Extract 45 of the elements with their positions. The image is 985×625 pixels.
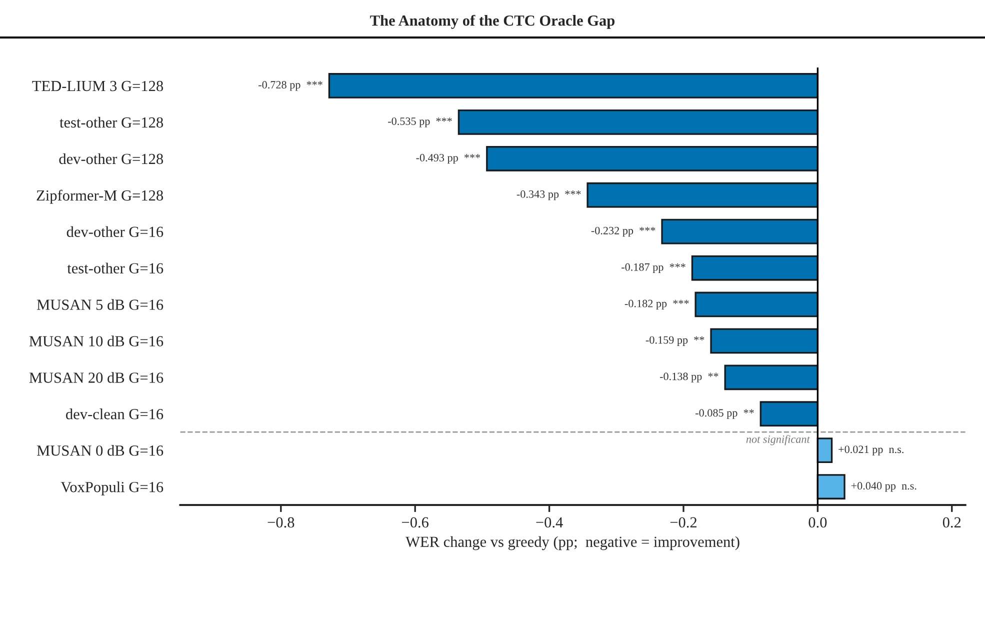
data-label: -0.493 pp *** [416, 154, 480, 164]
data-label: -0.159 pp ** [646, 336, 704, 346]
bar [816, 438, 833, 463]
y-tick-label: dev-clean G=16 [66, 408, 164, 420]
y-tick-label: MUSAN 0 dB G=16 [36, 445, 164, 456]
data-label: -0.535 pp *** [388, 117, 452, 128]
data-label: -0.187 pp *** [622, 263, 686, 274]
data-label: -0.232 pp *** [591, 226, 656, 237]
data-label: -0.182 pp *** [624, 300, 689, 310]
bar [586, 182, 819, 208]
bar [694, 292, 819, 318]
bar [816, 474, 846, 500]
y-tick-label: VoxPopuli G=16 [60, 481, 164, 496]
bar [486, 146, 819, 172]
y-tick-label: dev-other G=128 [59, 153, 164, 164]
y-tick-label: MUSAN 5 dB G=16 [36, 299, 164, 310]
x-tick-label: −0.4 [536, 517, 563, 528]
y-tick-label: Zipformer-M G=128 [36, 190, 164, 204]
y-tick-label: TED-LIUM 3 G=128 [32, 80, 164, 92]
data-label: -0.085 pp ** [696, 409, 754, 419]
x-tick-label: 0.2 [942, 517, 961, 528]
data-label: -0.728 pp *** [258, 81, 322, 91]
y-tick-label: dev-other G=16 [66, 226, 164, 238]
bar [691, 255, 819, 281]
data-label: -0.343 pp *** [516, 190, 581, 200]
y-tick-label: MUSAN 10 dB G=16 [29, 336, 164, 346]
x-tick-label: 0.0 [808, 517, 827, 528]
bar [458, 110, 819, 135]
bar [328, 73, 819, 98]
bar [760, 401, 819, 427]
x-tick-label: −0.8 [268, 517, 294, 528]
y-tick-label: test-other G=16 [67, 262, 164, 274]
bar [710, 328, 819, 354]
bar [724, 364, 819, 390]
x-axis-title: WER change vs greedy (pp; negative = improvement) [406, 536, 740, 550]
data-label: -0.138 pp ** [660, 372, 718, 382]
data-label: +0.040 pp n.s. [851, 482, 916, 492]
data-label: +0.021 pp n.s. [838, 446, 904, 456]
bar [661, 218, 819, 244]
chart-title: The Anatomy of the CTC Oracle Gap [370, 14, 615, 29]
ref-line-label: not significant [746, 435, 810, 446]
x-tick-label: −0.6 [402, 517, 428, 528]
y-tick-label: test-other G=128 [60, 116, 164, 128]
y-tick-label: MUSAN 20 dB G=16 [29, 372, 164, 383]
x-tick-label: −0.2 [670, 517, 697, 528]
